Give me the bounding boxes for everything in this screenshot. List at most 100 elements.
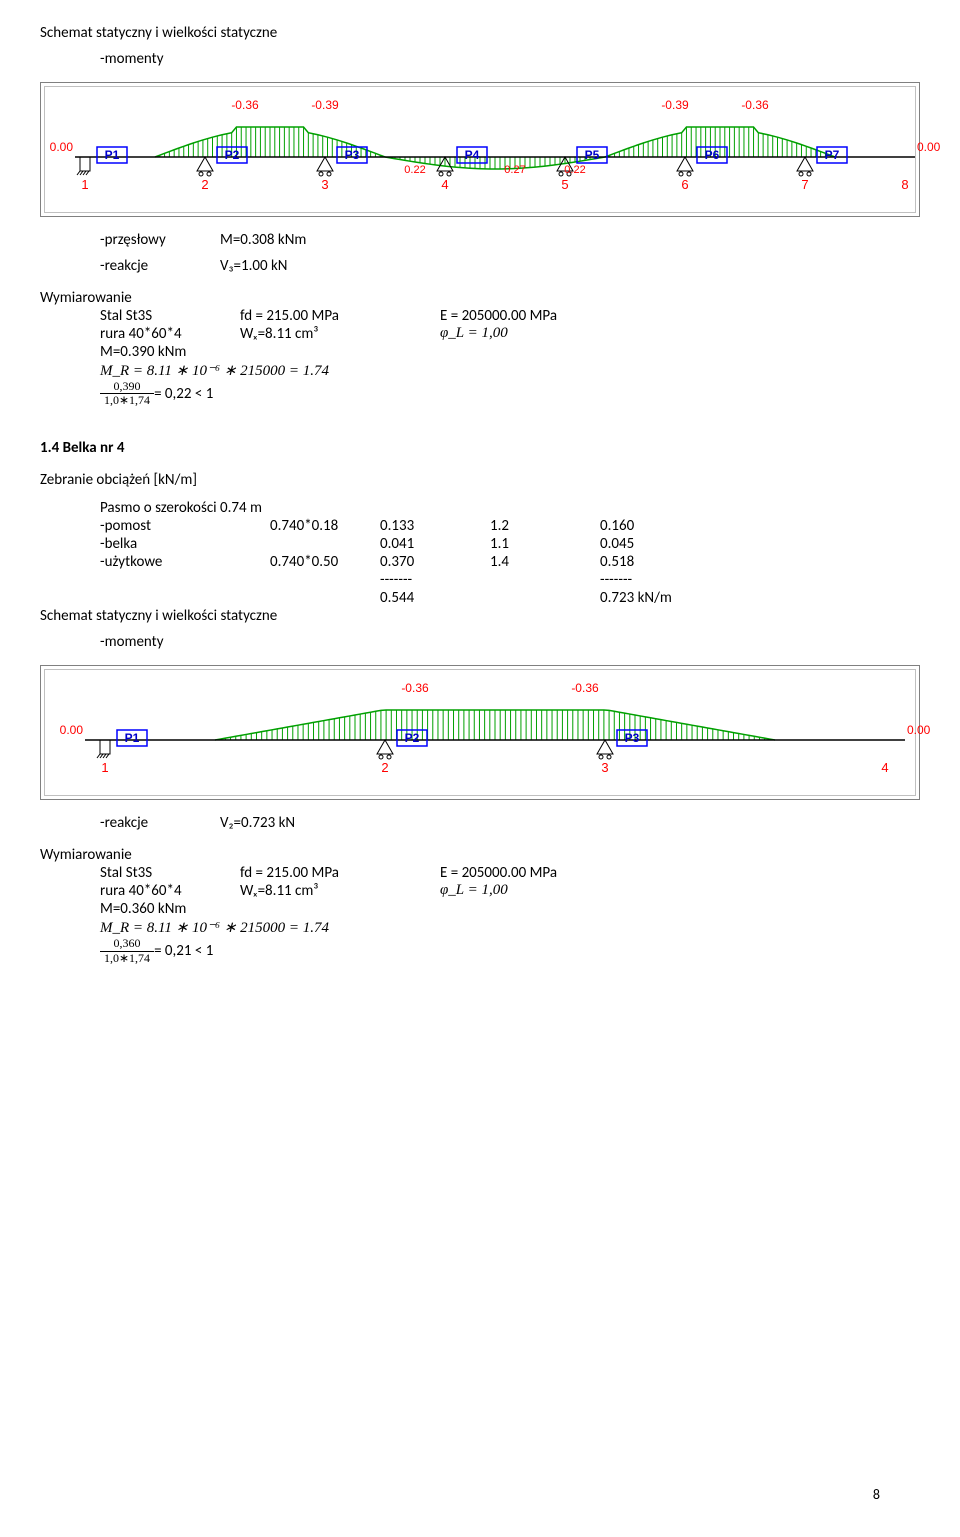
przeslowy-row: -przęsłowy M=0.308 kNm	[100, 231, 920, 249]
svg-text:4: 4	[441, 177, 448, 192]
reakcje2-row: -reakcje V₂=0.723 kN	[100, 814, 920, 832]
c2: 0.740*0.50	[270, 553, 380, 571]
svg-text:-0.36: -0.36	[231, 98, 259, 112]
przeslowy-label: -przęsłowy	[100, 231, 220, 249]
svg-text:P1: P1	[125, 731, 140, 745]
frac-2-den: 1,0∗1,74	[100, 952, 154, 965]
svg-text:1: 1	[101, 760, 108, 775]
reakcje-value: V₃=1.00 kN	[220, 257, 288, 275]
svg-text:5: 5	[561, 177, 568, 192]
svg-text:2: 2	[201, 177, 208, 192]
steel-row-1: Stal St3S fd = 215.00 MPa E = 205000.00 …	[100, 307, 920, 325]
steel2-l1c: E = 205000.00 MPa	[440, 864, 557, 882]
load-table-row: 0.544 0.723 kN/m	[100, 589, 920, 607]
load-table-row: -pomost0.740*0.180.1331.20.160	[100, 517, 920, 535]
svg-text:0.00: 0.00	[50, 140, 74, 154]
load-table-row: -belka 0.0411.10.045	[100, 535, 920, 553]
c2	[270, 571, 380, 589]
page-number: 8	[873, 1486, 880, 1503]
svg-text:-0.39: -0.39	[311, 98, 339, 112]
load-table: -pomost0.740*0.180.1331.20.160-belka 0.04…	[100, 517, 920, 607]
steel2-l3: M=0.360 kNm	[100, 900, 186, 918]
svg-text:1: 1	[81, 177, 88, 192]
svg-text:8: 8	[901, 177, 908, 192]
wymiarowanie-heading-2: Wymiarowanie	[40, 846, 920, 864]
svg-text:0.00: 0.00	[907, 723, 931, 737]
c2: 0.740*0.18	[270, 517, 380, 535]
svg-text:-0.36: -0.36	[571, 681, 599, 695]
frac-2: 0,360 1,0∗1,74	[100, 937, 154, 964]
c5: 0.045	[600, 535, 710, 553]
moment-diagram-2: 1P12P23P340.000.00-0.36-0.36	[40, 665, 920, 800]
steel-l4: M_R = 8.11 ∗ 10⁻⁶ ∗ 215000 = 1.74	[100, 361, 329, 380]
svg-text:-0.39: -0.39	[661, 98, 689, 112]
svg-text:3: 3	[321, 177, 328, 192]
c4: 1.2	[490, 517, 600, 535]
frac-1: 0,390 1,0∗1,74	[100, 380, 154, 407]
c4	[490, 571, 600, 589]
reakcje-label: -reakcje	[100, 257, 220, 275]
load-table-row: --------------	[100, 571, 920, 589]
moment-diagram-1: 1P12P23P34P45P56P67P780.000.00-0.36-0.39…	[40, 82, 920, 217]
svg-text:6: 6	[681, 177, 688, 192]
c5: -------	[600, 571, 710, 589]
steel-l1a: Stal St3S	[100, 307, 240, 325]
steel2-l2c: φ_L = 1,00	[440, 882, 508, 900]
c4: 1.1	[490, 535, 600, 553]
reakcje2-value: V₂=0.723 kN	[220, 814, 295, 832]
c1: -użytkowe	[100, 553, 270, 571]
svg-text:P7: P7	[825, 148, 840, 162]
steel-l2b: Wₓ=8.11 cm³	[240, 325, 440, 343]
svg-text:7: 7	[801, 177, 808, 192]
c3: 0.370	[380, 553, 490, 571]
c5: 0.518	[600, 553, 710, 571]
steel2-l1b: fd = 215.00 MPa	[240, 864, 440, 882]
momenty-label-2: -momenty	[100, 633, 920, 651]
belka-title: 1.4 Belka nr 4	[40, 439, 920, 457]
c1: -belka	[100, 535, 270, 553]
svg-text:P1: P1	[105, 148, 120, 162]
svg-text:P2: P2	[225, 148, 240, 162]
reakcje2-label: -reakcje	[100, 814, 220, 832]
c5: 0.723 kN/m	[600, 589, 710, 607]
c4: 1.4	[490, 553, 600, 571]
steel2-l4: M_R = 8.11 ∗ 10⁻⁶ ∗ 215000 = 1.74	[100, 918, 329, 937]
c2	[270, 535, 380, 553]
moment-diagram-1-svg: 1P12P23P34P45P56P67P780.000.00-0.36-0.39…	[45, 87, 945, 207]
c3: 0.544	[380, 589, 490, 607]
steel-row-3: M=0.390 kNm	[100, 343, 920, 361]
svg-text:P4: P4	[465, 148, 480, 162]
section-heading: Schemat statyczny i wielkości statyczne	[40, 24, 920, 42]
svg-text:P3: P3	[345, 148, 360, 162]
svg-text:0.22: 0.22	[564, 164, 585, 176]
steel2-row-5: 0,360 1,0∗1,74 = 0,21 < 1	[100, 937, 920, 964]
zebranie-heading: Zebranie obciążeń [kN/m]	[40, 471, 920, 489]
frac-2-eq: = 0,21 < 1	[154, 942, 213, 960]
svg-text:-0.36: -0.36	[741, 98, 769, 112]
steel2-l2a: rura 40*60*4	[100, 882, 240, 900]
steel-row-2: rura 40*60*4 Wₓ=8.11 cm³ φ_L = 1,00	[100, 325, 920, 343]
frac-1-num: 0,390	[100, 380, 154, 394]
steel-row-5: 0,390 1,0∗1,74 = 0,22 < 1	[100, 380, 920, 407]
c3: 0.133	[380, 517, 490, 535]
frac-2-num: 0,360	[100, 937, 154, 951]
section-heading-2: Schemat statyczny i wielkości statyczne	[40, 607, 920, 625]
steel2-row-3: M=0.360 kNm	[100, 900, 920, 918]
steel-l2c: φ_L = 1,00	[440, 325, 508, 343]
przeslowy-value: M=0.308 kNm	[220, 231, 306, 249]
momenty-label: -momenty	[100, 50, 920, 68]
svg-text:P3: P3	[625, 731, 640, 745]
svg-text:0.00: 0.00	[60, 723, 84, 737]
svg-text:0.00: 0.00	[917, 140, 941, 154]
steel-l1c: E = 205000.00 MPa	[440, 307, 557, 325]
svg-text:0.22: 0.22	[404, 164, 425, 176]
frac-1-eq: = 0,22 < 1	[154, 385, 213, 403]
svg-text:4: 4	[881, 760, 888, 775]
c5: 0.160	[600, 517, 710, 535]
steel-l1b: fd = 215.00 MPa	[240, 307, 440, 325]
c4	[490, 589, 600, 607]
steel-row-4: M_R = 8.11 ∗ 10⁻⁶ ∗ 215000 = 1.74	[100, 361, 920, 380]
c3: 0.041	[380, 535, 490, 553]
c1	[100, 589, 270, 607]
steel2-row-4: M_R = 8.11 ∗ 10⁻⁶ ∗ 215000 = 1.74	[100, 918, 920, 937]
